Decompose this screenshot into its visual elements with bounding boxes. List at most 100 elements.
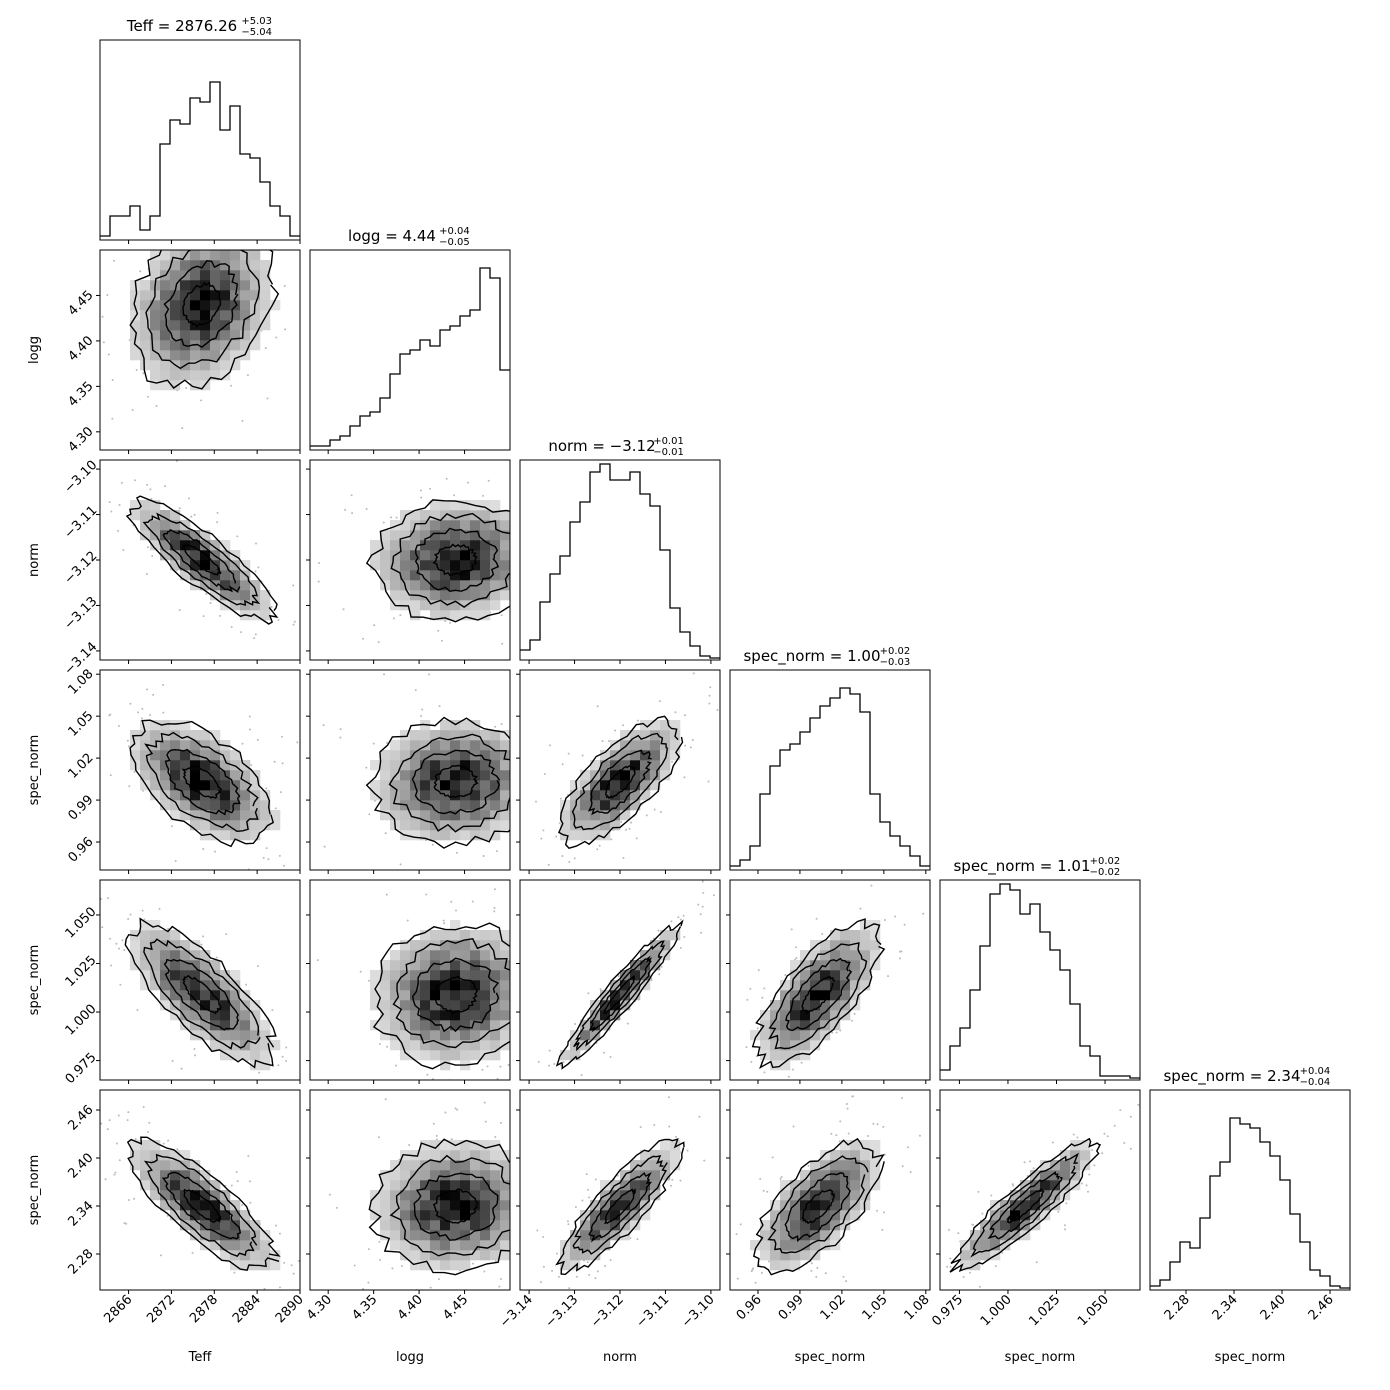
density-cell bbox=[830, 950, 841, 961]
scatter-point bbox=[575, 1275, 578, 1278]
histogram-1 bbox=[310, 267, 510, 447]
scatter-point bbox=[383, 673, 386, 676]
density-cell bbox=[400, 1000, 411, 1011]
density-cell bbox=[190, 270, 201, 281]
density-cell bbox=[260, 820, 271, 831]
density-cell bbox=[160, 520, 171, 531]
scatter-point bbox=[164, 485, 167, 488]
density-cell bbox=[220, 990, 231, 1001]
scatter-point bbox=[512, 1116, 514, 1118]
density-cell bbox=[220, 330, 231, 341]
scatter-point bbox=[815, 1275, 818, 1278]
density-cell bbox=[580, 1220, 591, 1231]
contour-level-3 bbox=[365, 499, 510, 623]
density-cell bbox=[480, 530, 491, 541]
scatter-point bbox=[677, 916, 680, 919]
scatter-point bbox=[540, 1116, 542, 1118]
panel-title-minus-5: −0.04 bbox=[1300, 1077, 1331, 1088]
scatter-point bbox=[609, 1056, 612, 1059]
scatter-point bbox=[106, 1128, 109, 1131]
density-cell bbox=[500, 1190, 510, 1201]
density-cell bbox=[850, 950, 861, 961]
density-cell bbox=[170, 280, 181, 291]
x-tick-label: 1.05 bbox=[860, 1292, 891, 1323]
panel-title-plus-3: +0.02 bbox=[880, 646, 911, 657]
density-cell bbox=[640, 750, 651, 761]
contour-level-0 bbox=[1005, 1188, 1045, 1224]
panel-frame-5-0 bbox=[99, 1089, 301, 1291]
density-cell bbox=[440, 540, 451, 551]
density-cell bbox=[400, 1220, 411, 1231]
density-cell bbox=[500, 1250, 510, 1261]
scatter-point bbox=[499, 1121, 502, 1124]
scatter-point bbox=[542, 829, 545, 832]
density-cell bbox=[500, 1240, 510, 1251]
density-cell bbox=[460, 550, 471, 561]
density-cell bbox=[200, 960, 211, 971]
scatter-point bbox=[493, 888, 496, 891]
scatter-point bbox=[256, 965, 259, 968]
density-cell bbox=[130, 310, 141, 321]
density-cell bbox=[1030, 1170, 1041, 1181]
scatter-point bbox=[751, 1268, 754, 1271]
density-cell bbox=[400, 570, 411, 581]
scatter-point bbox=[691, 738, 694, 741]
scatter-point bbox=[87, 1150, 89, 1152]
density-cell bbox=[420, 990, 431, 1001]
density-cell bbox=[170, 260, 181, 271]
scatter-point bbox=[274, 807, 277, 810]
density-cell bbox=[220, 750, 231, 761]
density-cell bbox=[180, 1200, 191, 1211]
density-cell bbox=[760, 1240, 771, 1251]
scatter-point bbox=[117, 529, 120, 532]
scatter-point bbox=[528, 1042, 530, 1044]
density-cell bbox=[590, 1250, 601, 1261]
scatter-point bbox=[707, 780, 710, 783]
scatter-point bbox=[159, 1254, 162, 1257]
scatter-point bbox=[150, 498, 153, 501]
density-cell bbox=[170, 560, 181, 571]
scatter-point bbox=[795, 946, 798, 949]
scatter-point bbox=[255, 542, 258, 545]
density-cell bbox=[410, 530, 421, 541]
scatter-point bbox=[236, 535, 239, 538]
density-cell bbox=[1070, 1170, 1081, 1181]
x-tick-label: 2866 bbox=[101, 1292, 135, 1326]
scatter-point bbox=[585, 844, 587, 846]
density-cell bbox=[1010, 1190, 1021, 1201]
density-cell bbox=[470, 1220, 481, 1231]
panel-5-2 bbox=[516, 1089, 721, 1294]
density-cell bbox=[190, 810, 201, 821]
density-cell bbox=[440, 970, 451, 981]
scatter-point bbox=[555, 835, 558, 838]
scatter-point bbox=[683, 776, 686, 779]
density-cell bbox=[130, 320, 141, 331]
density-cell bbox=[410, 1230, 421, 1241]
density-cell bbox=[490, 500, 501, 511]
scatter-point bbox=[101, 315, 104, 318]
density-cell bbox=[230, 560, 241, 571]
density-cell bbox=[380, 1010, 391, 1021]
density-cell bbox=[140, 980, 151, 991]
density-cell bbox=[130, 500, 141, 511]
scatter-point bbox=[550, 543, 552, 545]
density-cell bbox=[850, 960, 861, 971]
scatter-point bbox=[561, 515, 563, 517]
density-cell bbox=[160, 970, 171, 981]
density-cell bbox=[400, 530, 411, 541]
scatter-point bbox=[118, 1159, 121, 1162]
density-cell bbox=[650, 940, 661, 951]
density-cell bbox=[650, 1170, 661, 1181]
density-cell bbox=[780, 1190, 791, 1201]
density-cell bbox=[190, 550, 201, 561]
scatter-point bbox=[139, 270, 142, 273]
scatter-point bbox=[483, 1270, 486, 1273]
density-cell bbox=[820, 1200, 831, 1211]
scatter-point bbox=[1001, 1251, 1004, 1254]
scatter-point bbox=[514, 947, 516, 949]
density-cell bbox=[390, 740, 401, 751]
scatter-point bbox=[507, 1064, 510, 1067]
scatter-point bbox=[102, 341, 105, 344]
scatter-point bbox=[426, 1073, 429, 1076]
scatter-point bbox=[386, 741, 389, 744]
